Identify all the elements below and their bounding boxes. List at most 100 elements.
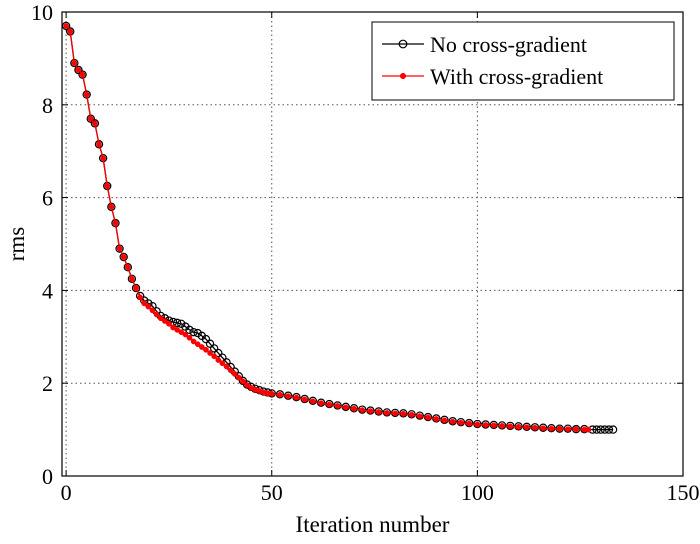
data-point [219,360,226,367]
data-point [120,254,127,260]
legend-item: No cross-gradient [382,32,587,57]
data-point [145,303,152,310]
data-point [201,334,211,344]
data-point [293,394,300,401]
data-point [104,183,111,189]
data-point [227,367,234,374]
data-point [548,425,555,432]
data-point [133,285,139,291]
data-point [573,426,579,432]
data-point [207,350,213,356]
data-point [209,344,219,353]
data-point [186,334,193,341]
plot-frame [61,11,684,477]
data-point [211,353,218,360]
data-point [449,418,456,425]
series-with-cross-gradient [63,23,592,433]
data-point [67,28,74,35]
data-point [214,348,223,358]
data-point [564,426,571,432]
data-point [63,23,69,29]
y-tick-label: 4 [42,278,53,303]
y-tick-label: 10 [31,0,53,25]
y-tick-label: 6 [42,186,53,211]
legend-box [371,21,675,101]
data-point [244,382,250,388]
data-point [83,91,90,98]
data-point [441,417,448,424]
y-tick-label: 0 [42,464,53,489]
x-tick-label: 50 [261,480,283,505]
data-point [172,318,182,328]
y-axis-label: rms [4,227,29,262]
data-point [92,120,98,127]
data-point [268,391,275,397]
data-point [75,67,82,73]
data-point [334,403,341,409]
data-point [198,344,205,350]
data-point [277,391,283,398]
data-point [490,422,497,429]
data-point [482,422,489,428]
data-point [342,404,349,411]
data-point [433,416,440,422]
data-point [153,311,160,318]
data-point [119,252,128,262]
y-tick-label: 2 [42,371,53,396]
x-tick-label: 100 [461,480,494,505]
data-point [112,220,119,226]
data-point [326,401,333,408]
x-tick-label: 0 [61,480,72,505]
data-point [416,413,423,419]
data-point [367,408,374,414]
data-point [585,426,592,433]
y-tick-label: 8 [42,93,53,118]
data-point [351,405,357,412]
data-point [532,424,538,431]
data-point [592,425,601,434]
data-point [182,331,189,338]
data-point [185,325,194,335]
series-group [61,21,618,434]
data-point [149,307,156,314]
data-point [124,264,131,271]
legend-marker [398,39,408,49]
data-point [310,398,316,405]
data-point [203,346,209,353]
data-point [96,141,102,148]
data-point [458,419,464,426]
data-point [608,425,618,434]
data-point [90,119,100,128]
data-point [205,339,215,348]
data-point [131,283,141,293]
data-point [100,155,106,162]
data-point [190,338,197,345]
data-point [515,423,522,430]
data-point [78,70,87,79]
axes: 0 50 100 150 0 2 4 6 8 10 [31,0,700,505]
data-point [474,421,481,428]
data-point [223,363,230,370]
data-point [161,318,168,324]
data-point [189,327,198,337]
data-point [157,315,164,322]
data-point [107,202,116,212]
data-point [231,371,238,377]
data-point [556,425,563,432]
data-point [123,263,133,272]
data-point [400,410,407,417]
data-point [523,424,530,431]
data-point [318,400,324,407]
legend-item: With cross-gradient [382,64,603,89]
data-point [499,423,505,429]
data-point [194,341,201,348]
data-point [127,274,137,283]
data-point [301,396,308,403]
data-point [166,320,172,327]
data-point [375,409,382,415]
data-point [71,60,78,66]
data-point [408,411,415,418]
data-point [604,425,614,434]
data-point [242,380,252,389]
